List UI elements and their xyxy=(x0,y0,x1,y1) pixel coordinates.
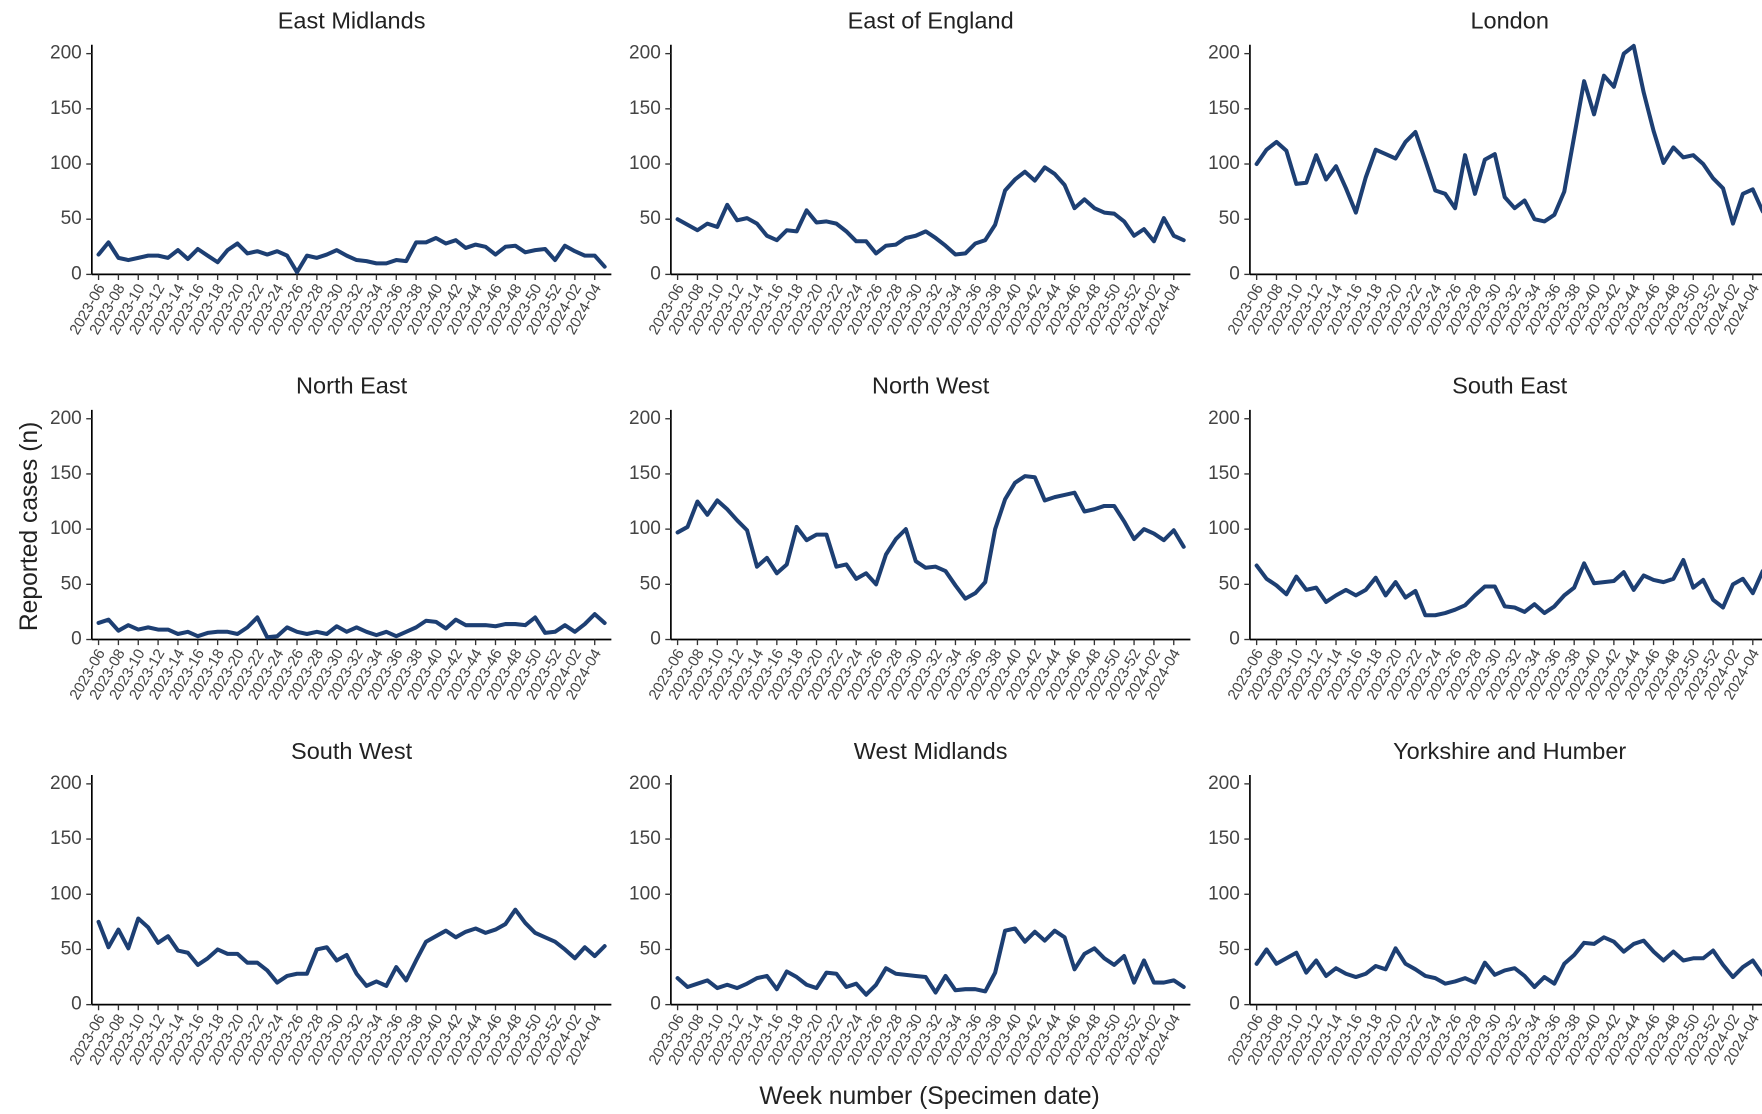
y-tick-label: 150 xyxy=(1208,828,1240,849)
panel-title: Yorkshire and Humber xyxy=(1393,738,1626,764)
y-tick-label: 100 xyxy=(629,153,661,174)
y-tick-label: 150 xyxy=(629,463,661,484)
y-tick-label: 200 xyxy=(50,773,82,794)
y-tick-label: 50 xyxy=(1219,208,1240,229)
panel-title: East Midlands xyxy=(278,8,426,34)
y-tick-label: 100 xyxy=(1208,518,1240,539)
panel-title: South East xyxy=(1452,373,1568,399)
data-line xyxy=(96,235,607,275)
y-tick-label: 150 xyxy=(629,98,661,119)
panel-title: West Midlands xyxy=(854,738,1008,764)
y-tick-label: 200 xyxy=(50,43,82,64)
y-tick-label: 50 xyxy=(640,573,661,594)
data-line xyxy=(675,165,1186,257)
y-tick-label: 100 xyxy=(1208,153,1240,174)
data-line xyxy=(675,926,1186,997)
data-line xyxy=(96,907,607,988)
y-tick-label: 0 xyxy=(71,263,82,284)
x-axis-label: Week number (Specimen date) xyxy=(759,1083,1099,1110)
panel-title: London xyxy=(1470,8,1548,34)
data-line xyxy=(1254,558,1762,618)
panel: North East0501001502002023-062023-082023… xyxy=(50,373,612,703)
y-tick-label: 100 xyxy=(50,883,82,904)
panel: East of England0501001502002023-062023-0… xyxy=(629,8,1191,338)
y-tick-label: 50 xyxy=(1219,938,1240,959)
y-tick-label: 150 xyxy=(50,463,82,484)
panel-title: North East xyxy=(296,373,408,399)
y-tick-label: 0 xyxy=(650,994,661,1015)
y-tick-label: 100 xyxy=(629,518,661,539)
y-tick-label: 200 xyxy=(629,773,661,794)
y-tick-label: 100 xyxy=(1208,883,1240,904)
y-tick-label: 50 xyxy=(1219,573,1240,594)
y-tick-label: 0 xyxy=(71,629,82,650)
data-line xyxy=(96,612,607,640)
y-tick-label: 200 xyxy=(629,408,661,429)
y-axis-label: Reported cases (n) xyxy=(16,422,43,631)
plot-area: Reported cases (n) Week number (Specimen… xyxy=(16,8,1762,1110)
y-tick-label: 200 xyxy=(50,408,82,429)
y-tick-label: 200 xyxy=(1208,773,1240,794)
panel-title: East of England xyxy=(848,8,1014,34)
y-tick-label: 50 xyxy=(640,208,661,229)
y-tick-label: 100 xyxy=(629,883,661,904)
y-tick-label: 0 xyxy=(650,629,661,650)
y-tick-label: 150 xyxy=(50,828,82,849)
y-tick-label: 200 xyxy=(1208,43,1240,64)
y-tick-label: 0 xyxy=(650,263,661,284)
data-line xyxy=(675,474,1186,601)
panel-title: South West xyxy=(291,738,413,764)
data-line xyxy=(1254,935,1762,989)
y-tick-label: 0 xyxy=(1229,263,1240,284)
y-tick-label: 0 xyxy=(1229,994,1240,1015)
y-tick-label: 50 xyxy=(61,208,82,229)
y-tick-label: 0 xyxy=(71,994,82,1015)
y-tick-label: 150 xyxy=(629,828,661,849)
y-tick-label: 150 xyxy=(50,98,82,119)
panel: East Midlands0501001502002023-062023-082… xyxy=(50,8,612,338)
y-tick-label: 200 xyxy=(629,43,661,64)
y-tick-label: 0 xyxy=(1229,629,1240,650)
y-tick-label: 150 xyxy=(1208,463,1240,484)
panel: South East0501001502002023-062023-082023… xyxy=(1208,373,1762,703)
panel: London0501001502002023-062023-082023-102… xyxy=(1208,8,1762,338)
y-tick-label: 100 xyxy=(50,518,82,539)
panel-title: North West xyxy=(872,373,990,399)
panel: Yorkshire and Humber0501001502002023-062… xyxy=(1208,738,1762,1068)
panel: South West0501001502002023-062023-082023… xyxy=(50,738,612,1068)
y-tick-label: 100 xyxy=(50,153,82,174)
data-line xyxy=(1254,43,1762,226)
panel: West Midlands0501001502002023-062023-082… xyxy=(629,738,1191,1068)
y-tick-label: 50 xyxy=(61,573,82,594)
y-tick-label: 50 xyxy=(640,938,661,959)
y-tick-label: 50 xyxy=(61,938,82,959)
y-tick-label: 150 xyxy=(1208,98,1240,119)
panel: North West0501001502002023-062023-082023… xyxy=(629,373,1191,703)
y-tick-label: 200 xyxy=(1208,408,1240,429)
